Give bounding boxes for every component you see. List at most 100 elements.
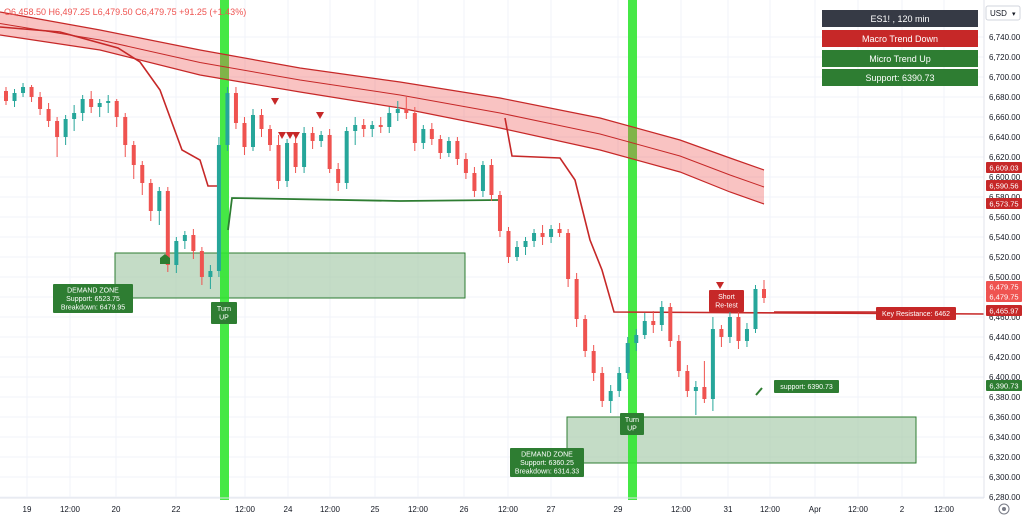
- y-tick-label: 6,580.00: [989, 193, 1021, 202]
- candle-body: [46, 109, 51, 121]
- demand-zone-1-label-text: Support: 6523.75: [66, 296, 120, 303]
- candle-body: [106, 101, 111, 103]
- candle-body: [89, 99, 94, 107]
- candle-body: [591, 351, 596, 373]
- candle-body: [250, 115, 255, 147]
- currency-selector[interactable]: [985, 5, 1021, 21]
- sell-signal-marker: [271, 98, 279, 105]
- y-tick-label: 6,520.00: [989, 253, 1021, 262]
- candle-body: [191, 235, 196, 251]
- demand-zone-1-label-bg: [53, 284, 133, 313]
- candle-body: [753, 289, 758, 329]
- demand-zone-2[interactable]: [566, 416, 917, 464]
- panel-support: Support: 6390.73: [865, 73, 934, 83]
- x-tick-label: 12:00: [934, 505, 955, 514]
- candle-body: [651, 321, 656, 325]
- short-retest-label-text: Short: [718, 294, 735, 301]
- y-tick-label: 6,360.00: [989, 413, 1021, 422]
- price-label-bg: [986, 198, 1022, 209]
- candle-body: [21, 87, 26, 93]
- candle-body: [29, 87, 34, 97]
- candle-body: [4, 91, 8, 101]
- x-tick-label: 12:00: [235, 505, 256, 514]
- demand-zone-2-label-text: Support: 6360.25: [520, 460, 574, 467]
- support-label-bg: [774, 380, 839, 393]
- y-tick-label: 6,460.00: [989, 313, 1021, 322]
- y-tick-label: 6,640.00: [989, 133, 1021, 142]
- candle-body: [412, 113, 417, 143]
- x-tick-label: 12:00: [760, 505, 781, 514]
- sell-signal-marker: [278, 132, 286, 139]
- x-tick-label: 19: [23, 505, 32, 514]
- candle-body: [744, 329, 749, 341]
- x-tick-label: 26: [460, 505, 469, 514]
- settings-gear-center: [1002, 507, 1006, 511]
- candle-body: [327, 135, 332, 169]
- macro-band-lower: [0, 34, 765, 205]
- y-tick-label: 6,320.00: [989, 453, 1021, 462]
- panel-micro: Micro Trend Up: [869, 54, 931, 64]
- candles: [4, 83, 766, 415]
- candle-body: [395, 109, 400, 113]
- candle-body: [515, 247, 520, 257]
- candle-body: [387, 113, 392, 127]
- x-tick-label: 12:00: [671, 505, 692, 514]
- price-label-bg: [986, 291, 1022, 302]
- price-label-bg: [986, 380, 1022, 391]
- candle-body: [421, 129, 426, 143]
- candle-body: [336, 169, 341, 183]
- candle-body: [736, 317, 741, 341]
- sell-signal-marker: [292, 132, 300, 139]
- y-tick-label: 6,280.00: [989, 493, 1021, 502]
- y-tick-label: 6,380.00: [989, 393, 1021, 402]
- buy-signal-marker: [160, 254, 170, 264]
- candle-body: [63, 119, 68, 137]
- demand-zone-2-label-text: DEMAND ZONE: [521, 451, 573, 458]
- time-axis[interactable]: 19 12:00 20 22 12:00 24 12:00 25 12:00 26 12:00 27 2…: [23, 505, 955, 514]
- trend-lines: [0, 26, 985, 315]
- x-tick-label: 31: [724, 505, 733, 514]
- candle-body: [378, 125, 383, 127]
- candle-body: [319, 135, 324, 141]
- candle-body: [353, 125, 358, 131]
- key-resistance-label-bg: [876, 307, 956, 320]
- candle-body: [455, 141, 460, 159]
- turn-up-line-1: [220, 0, 229, 500]
- macro-trailing-line-1: [0, 26, 220, 187]
- demand-zones[interactable]: [114, 252, 917, 464]
- candle-body: [634, 335, 639, 343]
- candle-body: [532, 233, 537, 241]
- price-axis-bg: [984, 0, 1024, 518]
- y-tick-label: 6,400.00: [989, 373, 1021, 382]
- candle-body: [404, 109, 409, 113]
- candle-body: [438, 139, 443, 153]
- y-tick-label: 6,660.00: [989, 113, 1021, 122]
- panel-support-bg: [822, 69, 978, 86]
- candle-body: [676, 341, 681, 371]
- candle-body: [549, 229, 554, 237]
- candle-body: [583, 319, 588, 351]
- candle-body: [131, 145, 136, 165]
- turn-up-label-2-bg: [620, 413, 644, 435]
- candle-body: [148, 183, 153, 211]
- x-tick-label: Apr: [809, 505, 822, 514]
- turn-up-line-2: [628, 0, 637, 500]
- price-label-bg: [986, 305, 1022, 316]
- candle-body: [344, 131, 349, 183]
- demand-zone-2-label-bg: [510, 448, 584, 477]
- candle-body: [506, 231, 511, 257]
- y-tick-label: 6,600.00: [989, 173, 1021, 182]
- candle-body: [702, 387, 707, 399]
- settings-gear-icon[interactable]: [998, 503, 1010, 515]
- candle-body: [310, 133, 315, 141]
- candle-body: [668, 307, 673, 341]
- candle-body: [600, 373, 605, 401]
- short-retest-label-bg: [709, 290, 744, 312]
- price-label: 6,390.73: [989, 382, 1018, 391]
- demand-zone-1-label-text: DEMAND ZONE: [67, 287, 119, 294]
- candle-body: [472, 173, 477, 191]
- demand-zone-1[interactable]: [114, 252, 466, 299]
- candle-body: [114, 101, 119, 117]
